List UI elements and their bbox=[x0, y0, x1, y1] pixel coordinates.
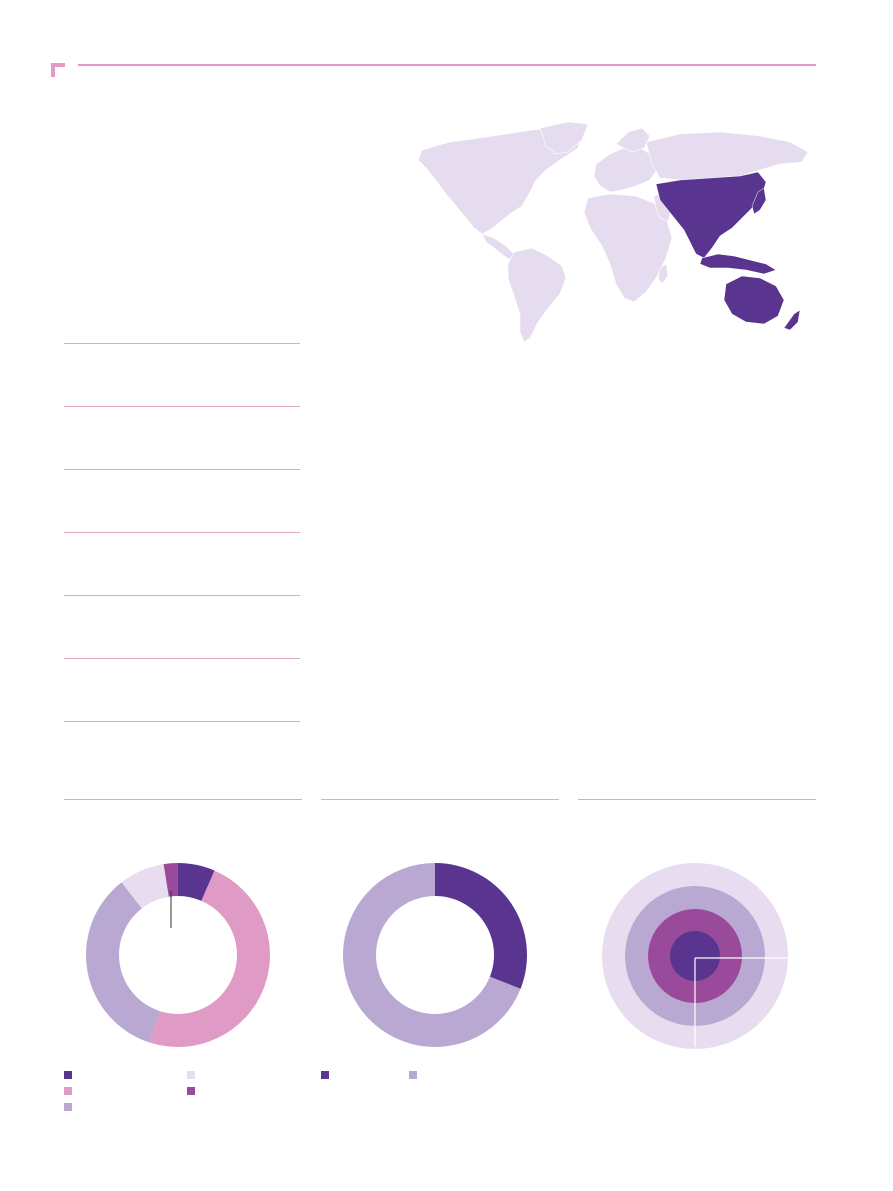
header-rule bbox=[78, 64, 816, 66]
chart-3-ring-4 bbox=[670, 931, 720, 981]
map-highlight-asia-pacific bbox=[655, 171, 801, 331]
map-new-zealand bbox=[783, 309, 801, 331]
legend-2-swatch-1 bbox=[321, 1071, 329, 1079]
stat-row-divider-7 bbox=[64, 721, 300, 722]
map-madagascar bbox=[657, 263, 669, 285]
stat-row-divider-5 bbox=[64, 595, 300, 596]
map-russia bbox=[645, 131, 809, 181]
map-australia bbox=[723, 275, 785, 325]
legend-1-swatch-5 bbox=[187, 1087, 195, 1095]
corner-marker-horizontal bbox=[51, 63, 65, 67]
chart-1-slice-5 bbox=[163, 863, 178, 897]
corner-marker-vertical bbox=[51, 63, 55, 77]
chart-1-slice-2 bbox=[149, 870, 270, 1047]
chart-3-concentric bbox=[602, 863, 788, 1049]
map-greenland bbox=[539, 121, 589, 155]
stat-row-divider-3 bbox=[64, 469, 300, 470]
chart-1-slice-4 bbox=[121, 864, 169, 909]
map-japan bbox=[751, 187, 767, 215]
legend-1-swatch-2 bbox=[64, 1087, 72, 1095]
map-europe bbox=[593, 145, 659, 193]
chart-1-slice-3 bbox=[86, 882, 160, 1043]
map-north-america bbox=[417, 127, 583, 235]
map-africa bbox=[583, 193, 673, 303]
map-se-asia-islands bbox=[699, 253, 777, 275]
chart-1-rule bbox=[64, 799, 302, 800]
stat-row-divider-4 bbox=[64, 532, 300, 533]
map-scandinavia bbox=[615, 127, 651, 153]
stat-row-divider-2 bbox=[64, 406, 300, 407]
world-map bbox=[417, 121, 809, 343]
legend-1-swatch-1 bbox=[64, 1071, 72, 1079]
legend-1-swatch-3 bbox=[64, 1103, 72, 1111]
legend-2-swatch-2 bbox=[409, 1071, 417, 1079]
map-asia bbox=[655, 171, 767, 259]
chart-1-donut bbox=[86, 863, 270, 1047]
stat-row-divider-1 bbox=[64, 343, 300, 344]
map-south-america bbox=[507, 247, 567, 343]
chart-1-slice-1 bbox=[178, 863, 215, 901]
legend-1-swatch-4 bbox=[187, 1071, 195, 1079]
chart-3-rule bbox=[578, 799, 816, 800]
chart-2-slice-2 bbox=[343, 863, 521, 1047]
chart-2-donut bbox=[343, 863, 527, 1047]
chart-2-slice-1 bbox=[435, 863, 527, 989]
chart-2-rule bbox=[321, 799, 559, 800]
stat-row-divider-6 bbox=[64, 658, 300, 659]
